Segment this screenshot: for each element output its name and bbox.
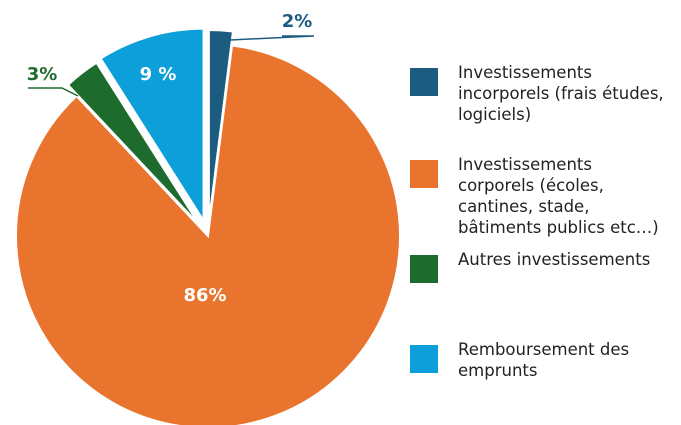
pie-slice bbox=[66, 61, 201, 226]
legend-swatch bbox=[410, 255, 438, 283]
pie-slice bbox=[15, 44, 400, 425]
leader-line bbox=[229, 35, 315, 41]
legend-swatch bbox=[410, 160, 438, 188]
pie-slice bbox=[99, 27, 205, 225]
legend-swatch bbox=[410, 68, 438, 96]
legend-label: Investissements corporels (écoles, canti… bbox=[458, 155, 659, 237]
legend-label: Remboursement des emprunts bbox=[458, 340, 630, 380]
legend-swatch bbox=[410, 345, 438, 373]
legend-label: Autres investissements bbox=[458, 250, 651, 269]
legend: Investissements incorporels (frais étude… bbox=[410, 0, 675, 425]
data-label: 2% bbox=[282, 11, 313, 32]
leader-line bbox=[28, 87, 79, 97]
chart: 2% 86% 3% 9 % bbox=[15, 11, 400, 425]
data-label: 86% bbox=[183, 285, 226, 306]
data-label: 9 % bbox=[140, 64, 177, 85]
data-label: 3% bbox=[27, 64, 58, 85]
legend-label: Investissements incorporels (frais étude… bbox=[458, 63, 664, 124]
